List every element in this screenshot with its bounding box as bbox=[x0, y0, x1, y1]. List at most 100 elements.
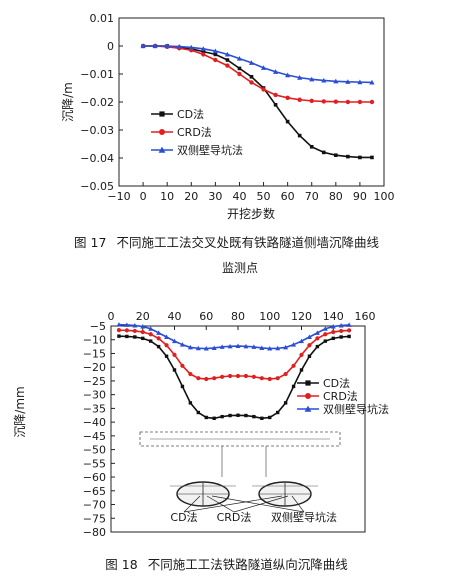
plot-frame bbox=[110, 325, 366, 533]
data-point bbox=[228, 413, 232, 418]
x-tick-label: 120 bbox=[291, 310, 312, 323]
data-point bbox=[148, 326, 154, 331]
series-square bbox=[117, 334, 351, 420]
x-tick-label: 20 bbox=[184, 190, 198, 203]
legend-label: CD法 bbox=[177, 107, 204, 121]
data-point bbox=[339, 328, 344, 334]
data-point bbox=[260, 65, 267, 70]
data-point bbox=[369, 99, 375, 105]
data-point bbox=[345, 99, 351, 105]
data-point bbox=[243, 343, 249, 349]
data-point bbox=[275, 376, 280, 381]
data-point bbox=[164, 334, 170, 339]
data-point bbox=[299, 368, 304, 372]
data-point bbox=[273, 92, 278, 98]
data-point bbox=[291, 363, 296, 368]
data-point bbox=[291, 342, 297, 347]
data-point bbox=[156, 336, 161, 341]
y-tick-label: −45 bbox=[83, 430, 106, 443]
data-point bbox=[204, 415, 208, 420]
data-point bbox=[116, 328, 122, 333]
x-tick-label: 50 bbox=[257, 190, 271, 203]
chart-fig17-wall-settlement: −10 0 10 20 30 40 50 60 70 80 90 100 0.01 0 −0.01 −0.02… bbox=[61, 12, 395, 221]
x-tick-label: 140 bbox=[323, 310, 344, 323]
data-point bbox=[220, 414, 224, 419]
data-point bbox=[133, 335, 137, 339]
series-circle bbox=[116, 328, 352, 382]
legend-label: CRD法 bbox=[323, 389, 358, 403]
data-point bbox=[249, 75, 254, 79]
x-tick-label: 30 bbox=[208, 190, 222, 203]
data-point bbox=[283, 344, 289, 350]
data-point bbox=[345, 79, 351, 84]
data-point bbox=[370, 155, 374, 160]
data-point bbox=[268, 415, 272, 420]
data-point bbox=[283, 371, 288, 377]
schematic-leader-line bbox=[211, 495, 305, 513]
data-point bbox=[248, 60, 255, 65]
x-tick-label: 60 bbox=[281, 190, 295, 203]
data-point bbox=[285, 72, 291, 78]
data-point bbox=[321, 99, 326, 104]
data-point bbox=[275, 410, 280, 415]
data-point bbox=[307, 343, 312, 348]
data-point bbox=[267, 346, 273, 351]
data-point bbox=[330, 324, 336, 329]
legend-marker bbox=[305, 380, 311, 386]
data-point bbox=[220, 374, 225, 379]
data-point bbox=[187, 344, 193, 350]
data-point bbox=[132, 328, 137, 334]
data-point bbox=[299, 338, 304, 344]
data-point bbox=[358, 155, 362, 160]
tunnel-schematic: CD法 CRD法 双侧壁导坑法 bbox=[139, 431, 341, 524]
series-line bbox=[118, 335, 350, 420]
y-tick-label: 0 bbox=[107, 40, 114, 53]
data-point bbox=[333, 78, 339, 84]
schematic-leader-line bbox=[183, 495, 201, 513]
series-circle bbox=[140, 43, 375, 105]
data-point bbox=[259, 345, 265, 350]
data-point bbox=[321, 77, 327, 83]
data-point bbox=[357, 99, 363, 105]
series-line bbox=[118, 329, 350, 380]
data-point bbox=[225, 58, 230, 62]
data-point bbox=[338, 322, 344, 328]
data-point bbox=[172, 352, 177, 357]
data-point bbox=[339, 335, 343, 339]
schematic-label: CRD法 bbox=[217, 510, 252, 524]
legend-label: 双侧壁导坑法 bbox=[177, 143, 243, 157]
caption-fig17: 图 17 不同施工工法交叉处既有铁路隧道侧墙沉降曲线 bbox=[0, 232, 453, 251]
x-axis-label: 开挖步数 bbox=[227, 206, 275, 221]
y-tick-label: 0.01 bbox=[90, 12, 115, 25]
y-tick-label: −0.01 bbox=[80, 68, 114, 81]
data-point bbox=[225, 63, 230, 68]
schematic-label: CD法 bbox=[170, 510, 197, 524]
data-point bbox=[309, 145, 314, 149]
data-point bbox=[299, 352, 304, 357]
data-point bbox=[297, 133, 302, 138]
data-point bbox=[323, 332, 328, 337]
data-point bbox=[211, 345, 217, 350]
legend-marker bbox=[159, 129, 165, 135]
data-point bbox=[369, 79, 375, 85]
data-point bbox=[180, 384, 185, 389]
x-tick-label: 0 bbox=[140, 190, 147, 203]
data-point bbox=[237, 71, 242, 77]
y-tick-label: −55 bbox=[83, 457, 106, 470]
data-point bbox=[188, 401, 193, 405]
data-point bbox=[116, 322, 122, 327]
data-point bbox=[164, 43, 170, 49]
y-tick-label: −0.03 bbox=[80, 124, 114, 137]
data-point bbox=[212, 48, 218, 54]
data-point bbox=[213, 52, 218, 57]
data-point bbox=[140, 329, 145, 335]
x-tick-label: 90 bbox=[353, 190, 367, 203]
data-point bbox=[124, 328, 129, 333]
data-point bbox=[315, 344, 320, 349]
data-point bbox=[331, 329, 336, 335]
x-tick-label: 70 bbox=[305, 190, 319, 203]
series-line bbox=[118, 323, 350, 350]
data-point bbox=[307, 354, 312, 358]
data-point bbox=[347, 328, 352, 333]
